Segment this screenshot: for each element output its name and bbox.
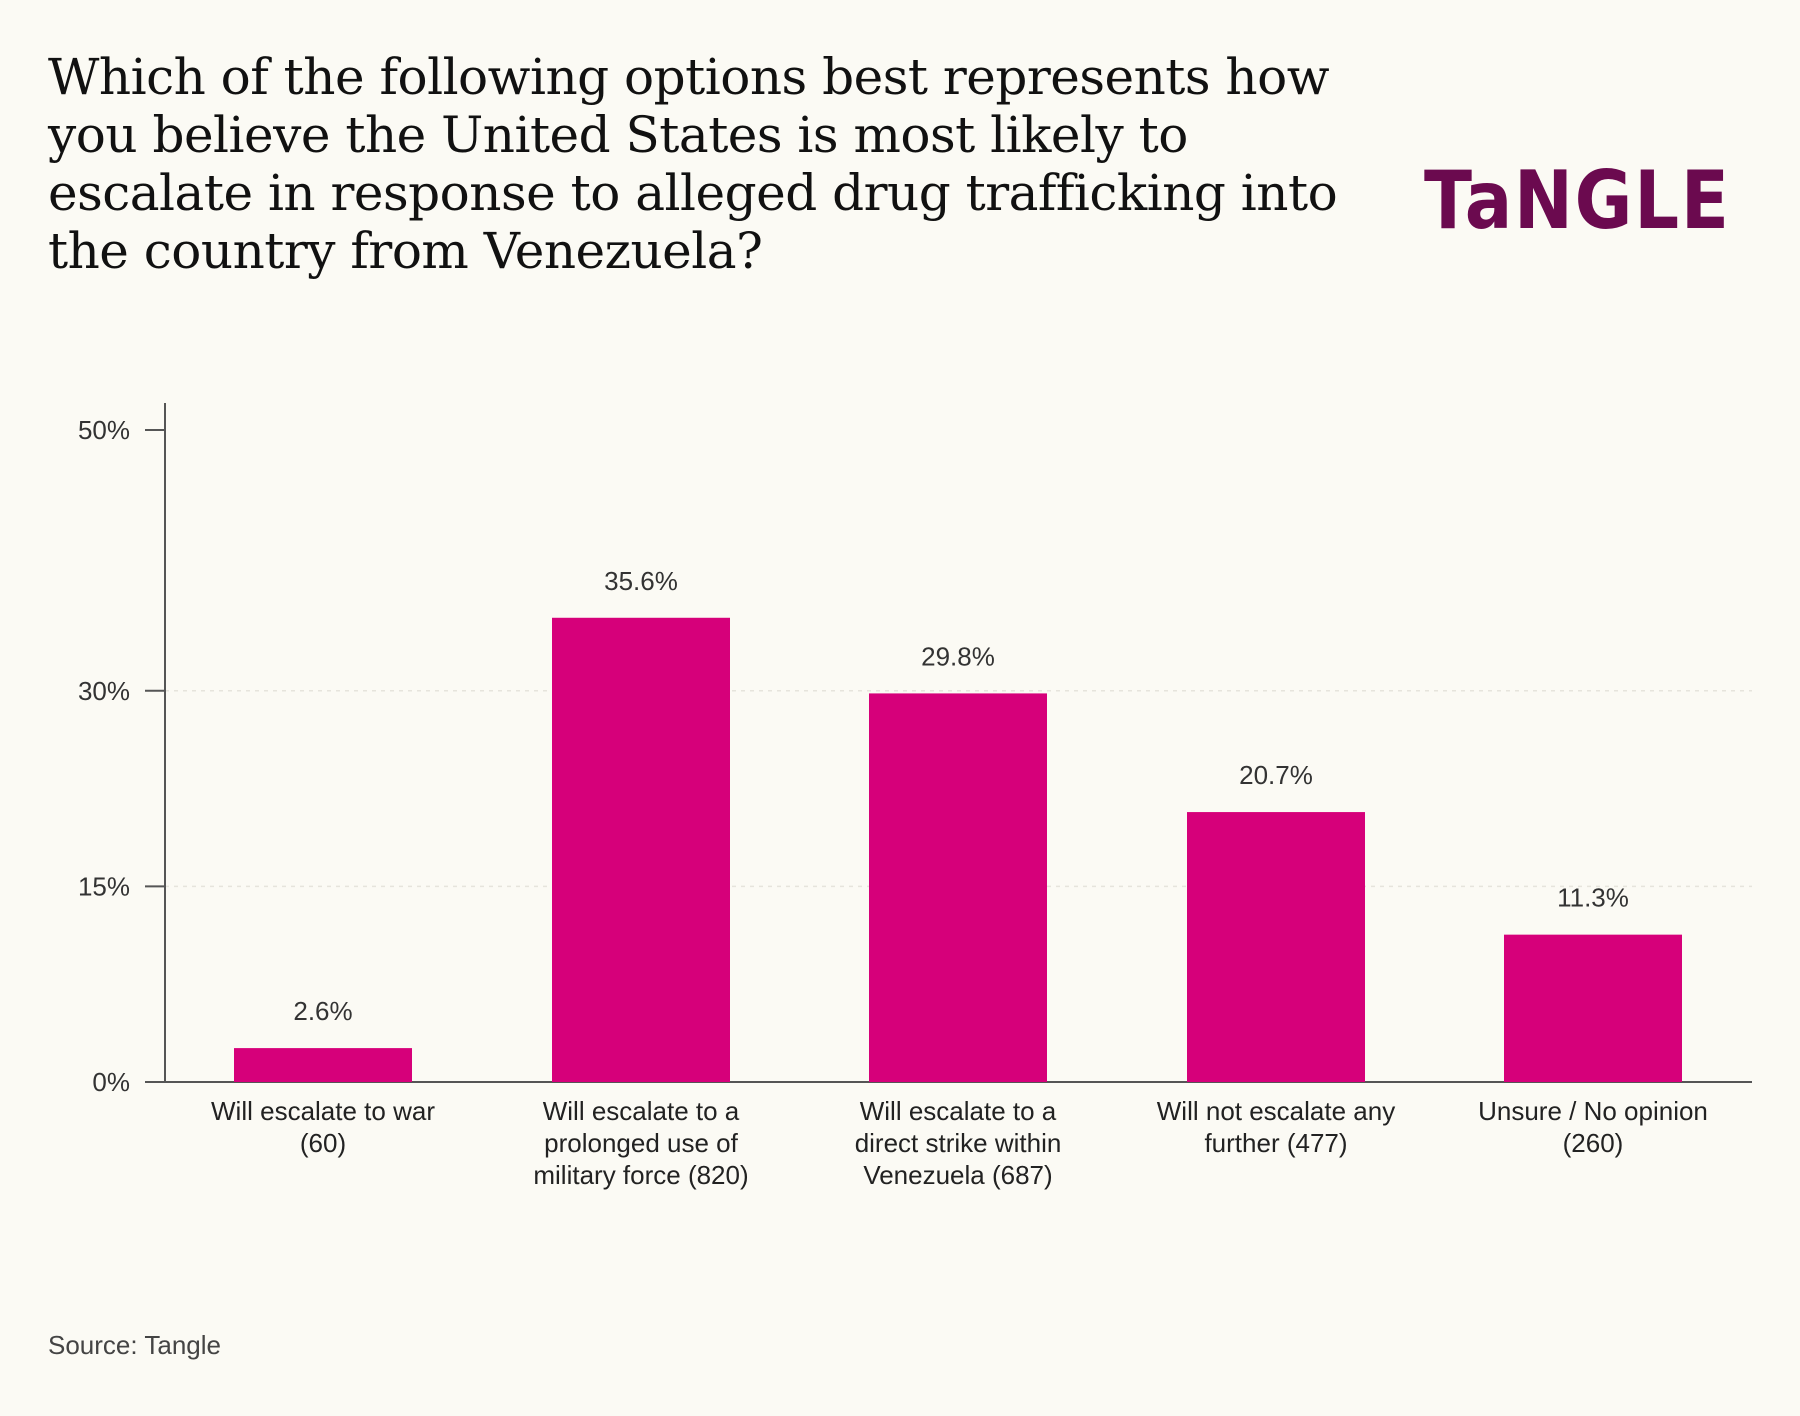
category-label-line: Will escalate to a	[860, 1096, 1057, 1126]
category-label-line: prolonged use of	[544, 1128, 738, 1158]
category-label: Unsure / No opinion (260)	[1478, 1096, 1708, 1158]
y-tick-label: 15%	[78, 871, 130, 901]
category-label-line: further (477)	[1204, 1128, 1347, 1158]
category-label-line: (260)	[1563, 1128, 1624, 1158]
category-label-line: Venezuela (687)	[863, 1160, 1052, 1190]
page-title: Which of the following options best repr…	[48, 48, 1338, 280]
category-label: Will not escalate any further (477)	[1157, 1096, 1395, 1158]
category-label-line: Unsure / No opinion	[1478, 1096, 1708, 1126]
data-label: 29.8%	[921, 641, 995, 671]
data-label: 11.3%	[1557, 883, 1629, 913]
bar	[1187, 812, 1365, 1082]
data-labels: 2.6% 35.6% 29.8% 20.7% 11.3%	[293, 566, 1629, 1026]
bars	[234, 617, 1682, 1082]
data-label: 2.6%	[293, 996, 352, 1026]
category-label-line: military force (820)	[533, 1160, 748, 1190]
bar	[1504, 934, 1682, 1082]
category-labels: Will escalate to war (60)Will escalate to…	[211, 1096, 1708, 1190]
category-label-line: direct strike within	[855, 1128, 1062, 1158]
category-label: Will escalate to war (60)	[211, 1096, 435, 1158]
category-label: Will escalate to a prolonged use of milita…	[533, 1096, 748, 1190]
y-tick-label: 30%	[78, 676, 130, 706]
source-note: Source: Tangle	[48, 1330, 221, 1360]
category-label-line: (60)	[300, 1128, 346, 1158]
bar	[869, 693, 1047, 1082]
bar	[552, 617, 730, 1082]
brand-logo: TaNGLE	[1424, 154, 1731, 247]
category-label-line: Will escalate to a	[543, 1096, 740, 1126]
category-label: Will escalate to a direct strike within Ve…	[855, 1096, 1062, 1190]
category-label-line: Will escalate to war	[211, 1096, 435, 1126]
y-tick-label: 50%	[78, 415, 130, 445]
bar	[234, 1048, 412, 1082]
data-label: 20.7%	[1239, 760, 1313, 790]
y-axis-ticks: 0% 15% 30% 50%	[78, 415, 165, 1097]
data-label: 35.6%	[604, 566, 678, 596]
category-label-line: Will not escalate any	[1157, 1096, 1395, 1126]
y-tick-label: 0%	[92, 1067, 130, 1097]
